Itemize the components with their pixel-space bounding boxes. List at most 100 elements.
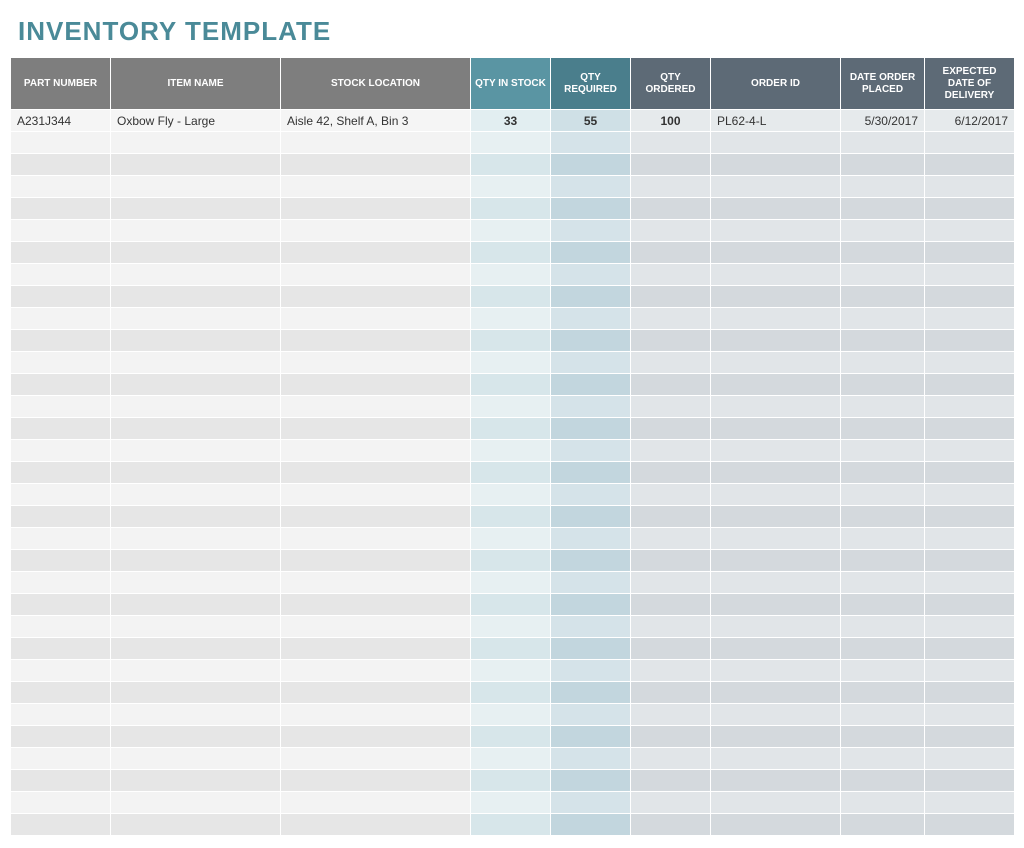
col-header-date-delivery[interactable]: EXPECTED DATE OF DELIVERY [925,58,1015,110]
cell-qty_in_stock[interactable] [471,528,551,550]
cell-qty_ordered[interactable] [631,440,711,462]
cell-date_placed[interactable] [841,726,925,748]
cell-date_placed[interactable] [841,374,925,396]
col-header-qty-ordered[interactable]: QTY ORDERED [631,58,711,110]
cell-qty_in_stock[interactable] [471,440,551,462]
cell-date_placed[interactable] [841,594,925,616]
cell-date_delivery[interactable] [925,286,1015,308]
cell-item_name[interactable] [111,528,281,550]
cell-qty_in_stock[interactable] [471,330,551,352]
cell-date_delivery[interactable] [925,704,1015,726]
cell-date_delivery[interactable]: 6/12/2017 [925,110,1015,132]
cell-date_placed[interactable] [841,132,925,154]
cell-date_placed[interactable] [841,352,925,374]
cell-qty_in_stock[interactable] [471,176,551,198]
cell-order_id[interactable] [711,748,841,770]
cell-stock_location[interactable] [281,264,471,286]
cell-qty_in_stock[interactable] [471,704,551,726]
cell-qty_ordered[interactable] [631,550,711,572]
cell-order_id[interactable] [711,132,841,154]
cell-qty_in_stock[interactable] [471,660,551,682]
cell-item_name[interactable]: Oxbow Fly - Large [111,110,281,132]
cell-date_delivery[interactable] [925,726,1015,748]
cell-qty_ordered[interactable] [631,572,711,594]
cell-stock_location[interactable] [281,770,471,792]
cell-part_number[interactable] [11,418,111,440]
cell-date_placed[interactable] [841,198,925,220]
cell-qty_required[interactable] [551,176,631,198]
cell-part_number[interactable] [11,220,111,242]
cell-date_placed[interactable] [841,506,925,528]
cell-item_name[interactable] [111,440,281,462]
cell-part_number[interactable] [11,374,111,396]
cell-qty_in_stock[interactable] [471,264,551,286]
cell-qty_in_stock[interactable] [471,550,551,572]
cell-date_delivery[interactable] [925,462,1015,484]
cell-stock_location[interactable] [281,550,471,572]
cell-part_number[interactable] [11,396,111,418]
cell-qty_required[interactable] [551,286,631,308]
cell-stock_location[interactable] [281,440,471,462]
cell-qty_in_stock[interactable] [471,726,551,748]
cell-qty_ordered[interactable] [631,374,711,396]
cell-part_number[interactable] [11,572,111,594]
cell-qty_in_stock[interactable] [471,616,551,638]
cell-part_number[interactable] [11,682,111,704]
col-header-item-name[interactable]: ITEM NAME [111,58,281,110]
cell-part_number[interactable] [11,242,111,264]
cell-item_name[interactable] [111,264,281,286]
cell-item_name[interactable] [111,704,281,726]
cell-stock_location[interactable] [281,418,471,440]
cell-qty_in_stock[interactable] [471,352,551,374]
cell-order_id[interactable] [711,638,841,660]
col-header-date-placed[interactable]: DATE ORDER PLACED [841,58,925,110]
cell-date_delivery[interactable] [925,682,1015,704]
cell-order_id[interactable] [711,572,841,594]
cell-date_delivery[interactable] [925,770,1015,792]
cell-qty_required[interactable] [551,440,631,462]
cell-qty_in_stock[interactable] [471,308,551,330]
cell-order_id[interactable] [711,660,841,682]
cell-qty_required[interactable] [551,528,631,550]
cell-qty_in_stock[interactable] [471,132,551,154]
cell-qty_required[interactable] [551,242,631,264]
cell-qty_required[interactable] [551,704,631,726]
cell-date_delivery[interactable] [925,132,1015,154]
cell-stock_location[interactable] [281,660,471,682]
cell-qty_ordered[interactable] [631,770,711,792]
cell-stock_location[interactable] [281,814,471,836]
cell-order_id[interactable] [711,792,841,814]
cell-qty_required[interactable] [551,330,631,352]
cell-date_delivery[interactable] [925,506,1015,528]
cell-date_placed[interactable]: 5/30/2017 [841,110,925,132]
cell-part_number[interactable] [11,264,111,286]
cell-stock_location[interactable] [281,638,471,660]
cell-date_delivery[interactable] [925,264,1015,286]
cell-order_id[interactable] [711,770,841,792]
cell-order_id[interactable] [711,440,841,462]
cell-order_id[interactable] [711,704,841,726]
cell-part_number[interactable] [11,352,111,374]
cell-part_number[interactable] [11,726,111,748]
cell-item_name[interactable] [111,462,281,484]
cell-order_id[interactable] [711,418,841,440]
cell-qty_required[interactable] [551,814,631,836]
cell-stock_location[interactable] [281,682,471,704]
cell-date_delivery[interactable] [925,154,1015,176]
cell-stock_location[interactable] [281,748,471,770]
cell-qty_ordered[interactable] [631,308,711,330]
cell-order_id[interactable] [711,726,841,748]
cell-order_id[interactable] [711,506,841,528]
cell-date_placed[interactable] [841,308,925,330]
cell-order_id[interactable] [711,374,841,396]
cell-qty_in_stock[interactable] [471,484,551,506]
cell-stock_location[interactable] [281,308,471,330]
cell-qty_required[interactable] [551,616,631,638]
col-header-part-number[interactable]: PART NUMBER [11,58,111,110]
cell-item_name[interactable] [111,198,281,220]
cell-stock_location[interactable]: Aisle 42, Shelf A, Bin 3 [281,110,471,132]
cell-qty_ordered[interactable]: 100 [631,110,711,132]
cell-date_placed[interactable] [841,770,925,792]
cell-qty_required[interactable] [551,198,631,220]
cell-date_placed[interactable] [841,462,925,484]
